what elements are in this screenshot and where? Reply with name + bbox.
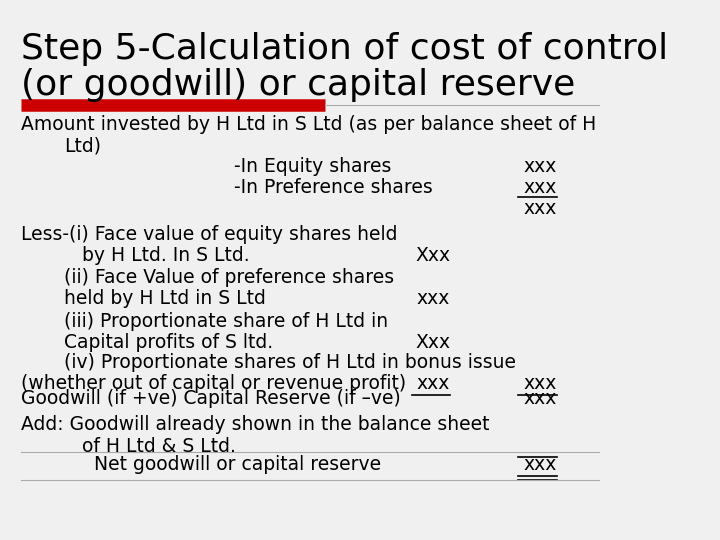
Text: Add: Goodwill already shown in the balance sheet: Add: Goodwill already shown in the balan… (21, 415, 490, 434)
Text: of H Ltd & S Ltd.: of H Ltd & S Ltd. (82, 437, 235, 456)
Text: Net goodwill or capital reserve: Net goodwill or capital reserve (94, 455, 381, 475)
Text: held by H Ltd in S Ltd: held by H Ltd in S Ltd (63, 289, 266, 308)
Text: xxx: xxx (523, 157, 557, 176)
Text: -In Preference shares: -In Preference shares (234, 178, 433, 197)
Text: xxx: xxx (523, 374, 557, 393)
Text: (or goodwill) or capital reserve: (or goodwill) or capital reserve (21, 68, 575, 102)
Text: xxx: xxx (417, 374, 450, 393)
Text: xxx: xxx (523, 178, 557, 197)
Text: by H Ltd. In S Ltd.: by H Ltd. In S Ltd. (82, 246, 250, 265)
Text: (iii) Proportionate share of H Ltd in: (iii) Proportionate share of H Ltd in (63, 312, 388, 330)
Text: xxx: xxx (523, 455, 557, 475)
Text: Xxx: Xxx (415, 246, 450, 265)
Text: Capital profits of S ltd.: Capital profits of S ltd. (63, 333, 273, 352)
Text: xxx: xxx (523, 199, 557, 219)
Text: Amount invested by H Ltd in S Ltd (as per balance sheet of H: Amount invested by H Ltd in S Ltd (as pe… (21, 115, 596, 134)
Text: (iv) Proportionate shares of H Ltd in bonus issue: (iv) Proportionate shares of H Ltd in bo… (63, 353, 516, 372)
Text: Ltd): Ltd) (63, 137, 101, 156)
Text: (whether out of capital or revenue profit): (whether out of capital or revenue profi… (21, 374, 406, 393)
Text: xxx: xxx (523, 389, 557, 408)
Text: (ii) Face Value of preference shares: (ii) Face Value of preference shares (63, 268, 394, 287)
Text: -In Equity shares: -In Equity shares (234, 157, 392, 176)
Text: Step 5-Calculation of cost of control: Step 5-Calculation of cost of control (21, 32, 668, 66)
Text: xxx: xxx (417, 289, 450, 308)
Text: Goodwill (if +ve) Capital Reserve (if –ve): Goodwill (if +ve) Capital Reserve (if –v… (21, 389, 401, 408)
Text: Less-(i) Face value of equity shares held: Less-(i) Face value of equity shares hel… (21, 225, 397, 244)
Text: Xxx: Xxx (415, 333, 450, 352)
